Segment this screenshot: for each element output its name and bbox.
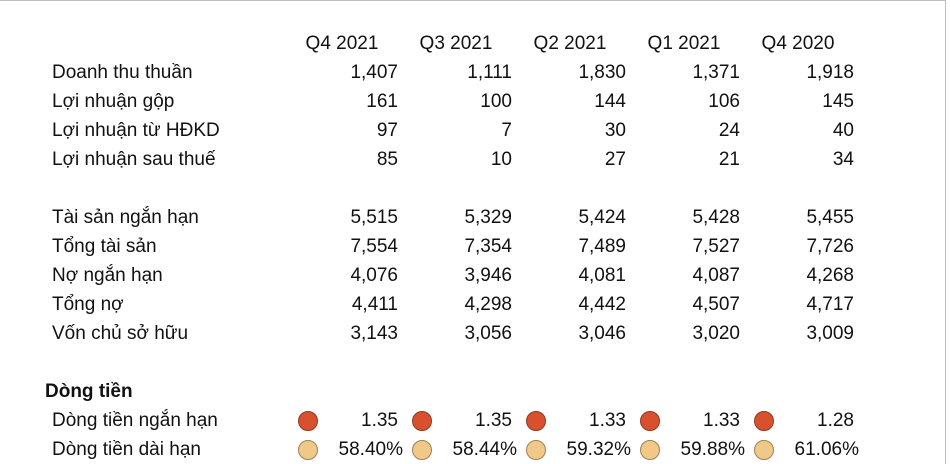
row-value: 1,111 [467,62,512,83]
row-value: 40 [832,120,854,141]
row-label: Doanh thu thuần [52,62,193,83]
row-label: Nợ ngắn hạn [52,265,163,286]
row-value: 10 [490,149,512,170]
row-value: 4,442 [578,294,626,315]
right-border [945,0,946,464]
row-value: 161 [366,91,398,112]
row-label: Lợi nhuận gộp [52,91,175,112]
row-value: 97 [376,120,398,141]
red-circle-indicator-icon [526,411,546,431]
row-value: 27 [604,149,626,170]
row-label: Dòng tiền dài hạn [52,439,201,460]
row-value: 5,515 [350,207,398,228]
column-header-q1-2021: Q1 2021 [647,33,721,54]
amber-circle-indicator-icon [412,440,432,460]
column-header-q2-2021: Q2 2021 [533,33,607,54]
row-value: 144 [594,91,626,112]
red-circle-indicator-icon [640,411,660,431]
row-value: 1.33 [589,410,626,431]
row-value: 1,407 [350,62,398,83]
row-value: 7,354 [464,236,512,257]
row-value: 1.35 [475,410,512,431]
row-value: 106 [708,91,740,112]
amber-circle-indicator-icon [298,440,318,460]
row-value: 4,411 [351,294,398,315]
column-header-q4-2021: Q4 2021 [305,33,379,54]
row-value: 3,143 [350,323,398,344]
red-circle-indicator-icon [412,411,432,431]
row-label: Vốn chủ sở hữu [52,323,189,344]
red-circle-indicator-icon [298,411,318,431]
row-value: 1.33 [703,410,740,431]
column-header-q4-2020: Q4 2020 [761,33,835,54]
row-label: Lợi nhuận sau thuế [52,149,216,170]
row-value: 30 [604,120,626,141]
amber-circle-indicator-icon [640,440,660,460]
row-value: 5,424 [578,207,626,228]
row-label: Tài sản ngắn hạn [52,207,199,228]
row-label: Tổng tài sản [52,236,157,257]
row-value: 59.88% [680,439,745,460]
row-value: 145 [822,91,854,112]
row-value: 24 [718,120,740,141]
row-value: 4,268 [806,265,854,286]
row-value: 5,329 [464,207,512,228]
row-value: 7,554 [350,236,398,257]
row-value: 3,046 [578,323,626,344]
row-value: 1.28 [817,410,854,431]
row-value: 1,918 [806,62,854,83]
row-value: 3,056 [464,323,512,344]
section-title: Dòng tiền [45,381,133,402]
row-value: 61.06% [794,439,859,460]
row-value: 3,020 [692,323,740,344]
row-value: 5,428 [692,207,740,228]
row-value: 4,087 [692,265,740,286]
amber-circle-indicator-icon [754,440,774,460]
row-value: 1,371 [692,62,740,83]
row-value: 1.35 [361,410,398,431]
row-value: 21 [718,149,740,170]
row-value: 34 [832,149,854,170]
row-value: 7,489 [578,236,626,257]
red-circle-indicator-icon [754,411,774,431]
top-border [0,0,946,1]
row-value: 3,009 [806,323,854,344]
amber-circle-indicator-icon [526,440,546,460]
row-value: 4,717 [806,294,854,315]
row-value: 7,527 [692,236,740,257]
row-value: 59.32% [566,439,631,460]
row-value: 7 [501,120,512,141]
row-value: 58.40% [338,439,403,460]
row-label: Tổng nợ [52,294,124,315]
row-value: 1,830 [578,62,626,83]
row-value: 4,081 [578,265,626,286]
row-value: 100 [480,91,512,112]
row-value: 58.44% [452,439,517,460]
row-value: 85 [376,149,398,170]
row-value: 5,455 [806,207,854,228]
row-value: 4,076 [350,265,398,286]
row-label: Dòng tiền ngắn hạn [52,410,218,431]
row-value: 4,298 [464,294,512,315]
column-header-q3-2021: Q3 2021 [419,33,493,54]
row-value: 3,946 [464,265,512,286]
row-value: 7,726 [806,236,854,257]
row-label: Lợi nhuận từ HĐKD [52,120,220,141]
row-value: 4,507 [692,294,740,315]
